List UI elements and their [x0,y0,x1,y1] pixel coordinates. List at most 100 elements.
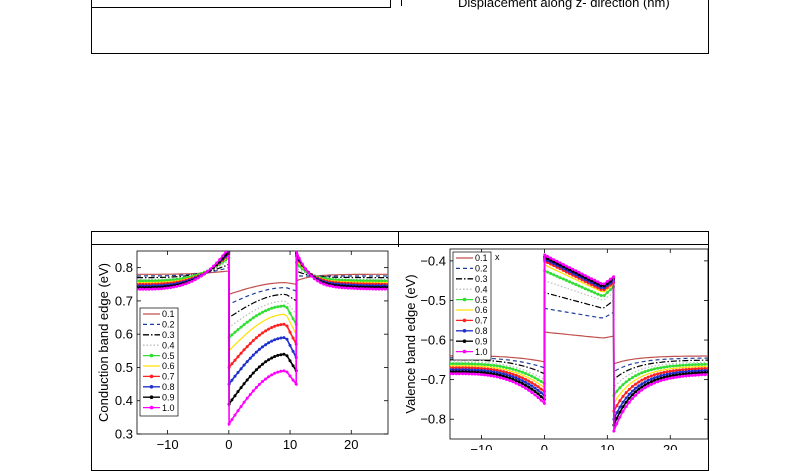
series-point-1.0 [687,374,691,378]
series-point-0.9 [684,372,688,376]
series-point-1.0 [671,376,675,380]
series-point-1.0 [489,374,493,378]
series-point-0.9 [489,372,493,376]
series-point-0.5 [248,318,252,322]
series-line-0.1 [450,331,708,365]
top-x-axis-label: Displacement along z- direction (nm) [458,0,670,10]
legend-marker-1.0 [149,405,154,410]
series-point-1.0 [331,285,335,288]
series-point-1.0 [609,277,612,281]
series-point-0.7 [653,373,656,377]
series-point-0.9 [502,374,505,378]
series-point-0.7 [665,370,669,374]
series-point-1.0 [291,378,295,382]
legend-label-0.3: 0.3 [162,330,175,340]
series-point-0.8 [257,347,261,351]
series-point-0.9 [495,373,499,377]
legend-marker-1.0 [462,349,467,354]
series-point-0.9 [631,393,634,397]
series-point-0.7 [483,367,487,371]
series-point-0.8 [643,380,647,384]
series-point-1.0 [163,286,166,290]
series-point-0.7 [524,377,527,381]
series-point-0.9 [687,372,691,376]
series-point-1.0 [362,287,365,291]
series-point-0.5 [697,363,701,366]
series-point-0.9 [248,374,252,378]
series-point-1.0 [150,287,154,291]
series-point-0.5 [668,364,672,368]
series-point-0.8 [248,356,252,360]
series-point-0.8 [242,363,246,367]
series-point-1.0 [703,373,707,377]
series-point-0.9 [282,352,286,356]
series-point-1.0 [172,285,176,289]
series-point-0.5 [605,291,609,295]
series-point-0.5 [502,365,505,369]
series-point-1.0 [137,287,139,291]
series-point-0.7 [242,348,246,352]
series-point-0.9 [536,392,540,396]
series-point-0.7 [282,322,286,326]
series-point-1.0 [486,373,490,377]
series-point-0.5 [505,366,509,370]
series-point-1.0 [583,274,587,278]
y-axis-label: Valence band edge (eV) [403,274,418,413]
legend-title: x [495,252,500,262]
series-point-1.0 [193,278,197,282]
series-point-1.0 [593,278,597,282]
series-point-0.8 [282,336,286,340]
series-point-1.0 [656,380,660,384]
series-point-1.0 [631,397,634,400]
series-point-0.9 [486,371,490,375]
series-point-0.5 [470,362,474,366]
series-point-0.5 [492,364,496,367]
series-point-0.5 [561,277,565,281]
series-point-0.5 [599,294,603,297]
series-point-0.9 [621,405,625,409]
series-point-0.5 [291,317,295,321]
series-point-1.0 [586,275,590,279]
series-point-0.9 [480,371,483,374]
series-point-0.9 [288,359,292,363]
series-point-0.5 [273,305,277,309]
legend-marker-0.5 [149,353,154,358]
series-point-1.0 [612,275,616,279]
series-point-0.9 [697,371,701,375]
series-point-0.9 [624,400,628,404]
series-point-0.8 [524,380,527,384]
series-point-0.9 [643,383,647,387]
series-point-1.0 [502,377,505,380]
series-point-0.5 [564,278,568,282]
series-point-1.0 [175,284,179,288]
y-tick-label: −0.4 [420,253,446,268]
series-point-1.0 [365,287,369,291]
series-point-0.5 [254,314,258,318]
series-point-0.7 [236,355,240,359]
series-point-0.7 [245,345,249,349]
x-tick-label: −10 [157,437,179,450]
series-line-0.2 [450,307,708,373]
series-point-0.8 [678,370,682,374]
series-point-1.0 [495,375,499,379]
series-point-0.9 [285,354,289,358]
series-point-0.8 [662,373,666,377]
series-point-0.5 [153,279,157,283]
series-group [137,251,388,427]
series-point-0.5 [634,374,638,378]
series-point-0.7 [264,329,268,333]
series-point-0.7 [239,351,243,355]
series-point-0.5 [662,365,666,369]
series-point-0.5 [527,373,531,377]
series-point-1.0 [602,282,606,286]
series-point-0.5 [539,380,543,383]
series-point-0.9 [508,376,512,380]
series-point-0.7 [267,327,271,331]
series-point-1.0 [169,286,173,290]
series-point-1.0 [700,373,704,377]
series-point-0.5 [239,325,243,329]
series-point-0.5 [461,362,465,366]
series-point-0.8 [261,345,264,349]
series-point-1.0 [451,372,455,376]
series-point-0.5 [245,320,249,324]
